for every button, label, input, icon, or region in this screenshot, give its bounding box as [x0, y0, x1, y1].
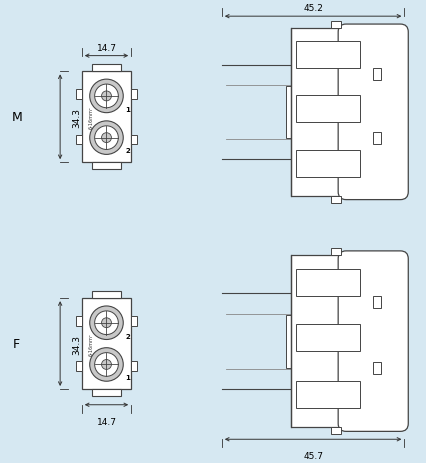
Bar: [92, 65, 121, 72]
Bar: [296, 269, 360, 297]
Text: 2: 2: [125, 148, 130, 154]
Circle shape: [90, 122, 123, 155]
Bar: [82, 72, 131, 163]
Bar: [373, 69, 380, 81]
Text: 1: 1: [125, 375, 130, 381]
Circle shape: [95, 311, 118, 335]
Bar: [131, 316, 137, 326]
Bar: [92, 163, 121, 169]
Circle shape: [95, 353, 118, 376]
Circle shape: [95, 126, 118, 150]
Circle shape: [95, 85, 118, 108]
Text: 34.3: 34.3: [72, 107, 81, 127]
Bar: [92, 292, 121, 299]
Bar: [82, 299, 131, 389]
Text: 2: 2: [125, 333, 130, 339]
Bar: [373, 362, 380, 374]
Bar: [373, 297, 380, 308]
Bar: [296, 381, 360, 408]
Circle shape: [90, 307, 123, 340]
Text: 45.2: 45.2: [303, 4, 323, 13]
Text: 34.3: 34.3: [72, 334, 81, 354]
Text: 6-16mm²: 6-16mm²: [88, 106, 93, 129]
Bar: [331, 22, 341, 29]
Bar: [76, 362, 82, 371]
Text: 1: 1: [125, 106, 130, 113]
Text: 14.7: 14.7: [96, 44, 116, 53]
Bar: [296, 42, 360, 69]
Bar: [296, 96, 360, 123]
Bar: [286, 87, 296, 138]
Bar: [76, 135, 82, 145]
Bar: [291, 255, 404, 427]
Bar: [331, 196, 341, 203]
Bar: [331, 248, 341, 255]
Bar: [296, 324, 360, 352]
Bar: [92, 389, 121, 396]
Text: M: M: [12, 111, 22, 124]
Circle shape: [101, 92, 112, 101]
Bar: [76, 90, 82, 100]
Circle shape: [101, 133, 112, 143]
Bar: [131, 90, 137, 100]
Bar: [286, 315, 296, 368]
Bar: [131, 362, 137, 371]
Circle shape: [90, 348, 123, 382]
Bar: [291, 29, 404, 196]
FancyBboxPatch shape: [338, 251, 408, 432]
Circle shape: [101, 318, 112, 328]
Bar: [296, 151, 360, 178]
Circle shape: [90, 80, 123, 113]
Text: F: F: [13, 338, 20, 350]
Bar: [331, 427, 341, 434]
Text: 14.7: 14.7: [96, 417, 116, 425]
FancyBboxPatch shape: [338, 25, 408, 200]
Bar: [373, 133, 380, 144]
Bar: [131, 135, 137, 145]
Circle shape: [101, 360, 112, 369]
Text: 6-16mm²: 6-16mm²: [88, 332, 93, 355]
Bar: [76, 316, 82, 326]
Text: 45.7: 45.7: [303, 451, 323, 460]
